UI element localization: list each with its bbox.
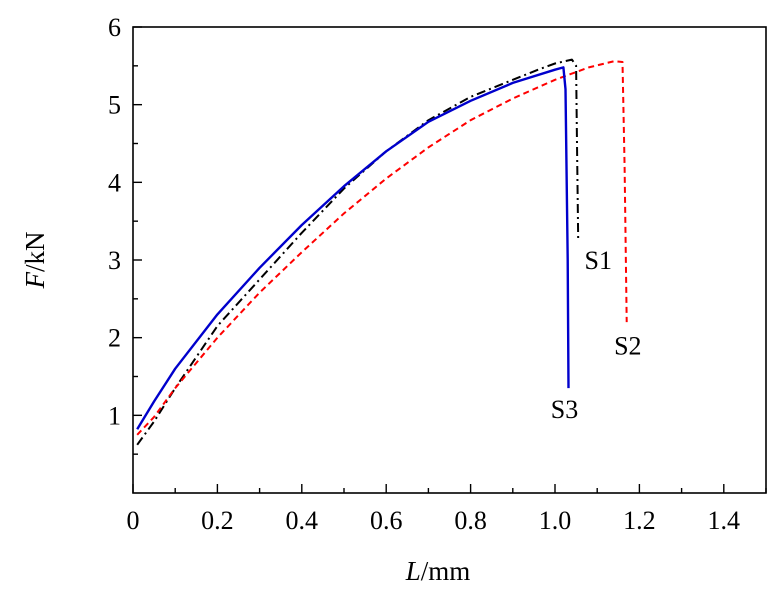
x-tick-label: 1.2: [623, 506, 656, 535]
x-tick-label: 0.4: [286, 506, 319, 535]
y-tick-label: 6: [108, 13, 121, 42]
y-tick-label: 4: [108, 168, 121, 197]
series-label-s2: S2: [614, 331, 641, 360]
y-tick-label: 1: [108, 401, 121, 430]
y-tick-label: 3: [108, 246, 121, 275]
y-tick-label: 5: [108, 91, 121, 120]
x-axis-title: L/mm: [405, 556, 471, 586]
x-tick-label: 1.4: [708, 506, 741, 535]
x-tick-label: 0: [127, 506, 140, 535]
x-tick-label: 0.2: [201, 506, 234, 535]
series-layer: [136, 58, 628, 446]
y-axis-title: F/kN: [20, 232, 50, 290]
series-line-s2: [136, 60, 628, 436]
x-tick-label: 0.6: [370, 506, 403, 535]
y-tick-label: 2: [108, 324, 121, 353]
series-label-s1: S1: [585, 246, 612, 275]
labels-layer: 0 0.2 0.4 0.6 0.8 1.0 1.2 1.4 1 2 3 4 5 6 S1 S2 S3: [108, 13, 740, 535]
x-tick-label: 0.8: [454, 506, 487, 535]
series-line-s3: [136, 66, 570, 430]
x-tick-label: 1.0: [539, 506, 572, 535]
series-line-s1: [136, 58, 580, 446]
series-label-s3: S3: [551, 395, 578, 424]
plot-frame: [132, 26, 767, 494]
axes-layer: [132, 26, 767, 494]
